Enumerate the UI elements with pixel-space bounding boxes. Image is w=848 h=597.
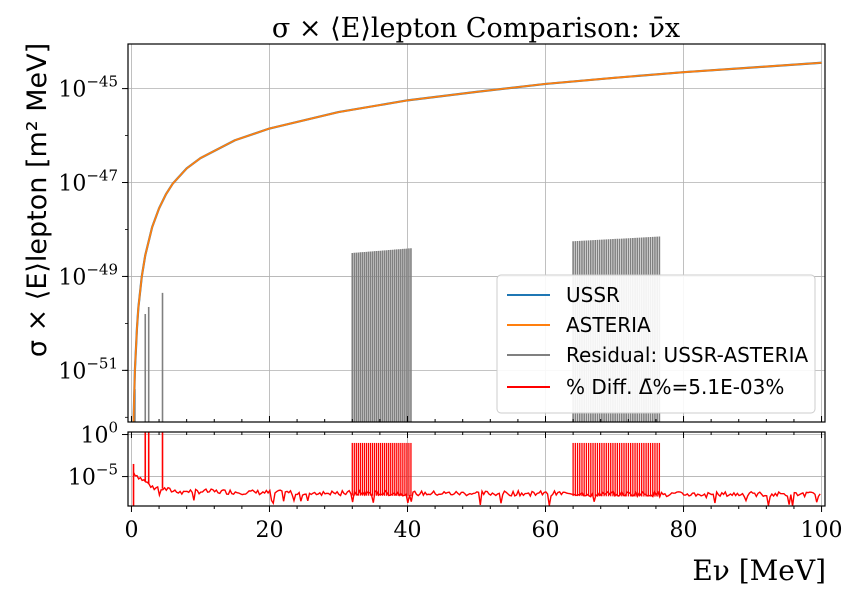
legend: USSR ASTERIA Residual: USSR-ASTERIA % Di…: [496, 274, 816, 414]
diff-panel: 100 10−5 0 20 40 60 80 100: [68, 419, 843, 543]
diff-curve: [132, 472, 821, 507]
y-tick-label: 10−51: [58, 354, 118, 384]
y-tick-label: 10−5: [68, 461, 118, 491]
diff-series: [132, 432, 821, 507]
asteria-curve: [132, 61, 822, 423]
y-tick-label: 10−47: [58, 167, 118, 197]
legend-label-asteria: ASTERIA: [566, 313, 651, 337]
legend-label-diff: % Diff. Δ̄%=5.1E-03%: [566, 375, 784, 399]
y-axis-label: σ × ⟨E⟩lepton [m² MeV]: [22, 43, 53, 357]
x-tick-label: 40: [393, 518, 421, 543]
x-tick-label: 100: [801, 518, 843, 543]
diff-y-ticks: 100 10−5: [68, 419, 128, 491]
y-tick-label: 10−45: [58, 73, 118, 103]
y-tick-label: 100: [80, 419, 118, 449]
y-tick-label: 10−49: [58, 260, 118, 290]
main-x-ticks: [130, 416, 823, 422]
main-frame: [127, 43, 826, 423]
x-tick-label: 20: [255, 518, 283, 543]
x-tick-label: 0: [124, 518, 138, 543]
x-tick-label: 80: [670, 518, 698, 543]
diff-x-ticks: 0 20 40 60 80 100: [124, 432, 843, 543]
legend-label-ussr: USSR: [566, 283, 620, 307]
diff-frame: [127, 431, 826, 507]
legend-box: [496, 274, 816, 414]
x-axis-label: Eν [MeV]: [692, 554, 826, 587]
legend-label-residual: Residual: USSR-ASTERIA: [566, 343, 808, 367]
x-tick-label: 60: [532, 518, 560, 543]
chart-title: σ × ⟨E⟩lepton Comparison: ν̄x: [272, 13, 680, 44]
main-y-ticks: 10−45 10−47 10−49 10−51: [58, 73, 128, 418]
